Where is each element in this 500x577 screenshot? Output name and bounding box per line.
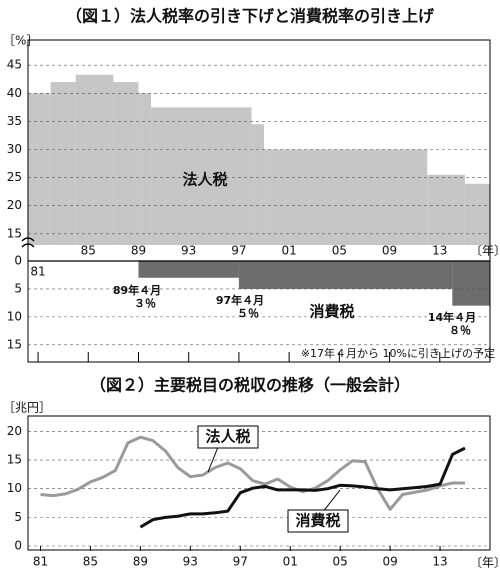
y-tick-label: 15 (7, 226, 22, 240)
axis-break (21, 237, 35, 248)
x-axis-label: 〔年〕 (470, 556, 500, 570)
chart-title: （図２）主要税目の税収の推移（一般会計） (90, 376, 410, 395)
y-tick-label: 15 (7, 453, 22, 467)
annotation: ８％ (449, 324, 471, 337)
y-tick-label: 20 (7, 424, 22, 438)
x-tick-label: 13 (432, 244, 447, 258)
y-tick-label: 20 (7, 198, 22, 212)
x-tick-label: 89 (131, 244, 146, 258)
step-bar (50, 82, 76, 246)
x-tick-label: 85 (81, 244, 96, 258)
series-line (139, 446, 466, 529)
step-bar (264, 149, 428, 245)
step-bar (238, 261, 453, 289)
x-tick-label: 05 (332, 244, 347, 258)
x-tick-label: 85 (83, 555, 98, 569)
x-tick-label: 13 (432, 555, 447, 569)
y-axis-label: ［兆円］ (3, 401, 51, 415)
y-tick-label: 30 (7, 142, 22, 156)
callout-line (207, 446, 219, 473)
chart-title: （図１）法人税率の引き下げと消費税率の引き上げ (66, 7, 435, 26)
y-tick-label: 15 (7, 337, 22, 351)
step-bar (28, 93, 51, 245)
label-box (197, 425, 259, 449)
x-tick-label: 89 (133, 555, 148, 569)
y-axis-label: ［%］ (3, 34, 38, 48)
legend-label: 法人税 (205, 428, 250, 446)
plot-frame (27, 39, 491, 363)
y-tick-label: 25 (7, 170, 22, 184)
x-tick-label: 01 (281, 244, 296, 258)
annotation: 97年４月 (216, 293, 264, 307)
step-bar (151, 107, 252, 245)
legend-label: 消費税 (295, 512, 340, 530)
x-tick-label: 05 (333, 555, 348, 569)
series-line (40, 435, 465, 511)
y-tick-label: 40 (7, 86, 22, 100)
x-tick-label: 81 (33, 555, 48, 569)
step-bar (464, 183, 490, 245)
x-tick-label: 01 (283, 555, 298, 569)
x-axis-label: 〔年〕 (470, 244, 500, 258)
y-tick-label: 5 (14, 281, 22, 295)
label-box (287, 509, 349, 533)
annotation: ５％ (237, 307, 259, 320)
series-label: 法人税 (182, 171, 227, 189)
y-tick-label: 10 (7, 481, 22, 495)
y-tick-label: 10 (7, 309, 22, 323)
y-tick-label: 35 (7, 114, 22, 128)
x-tick-label: 97 (233, 555, 248, 569)
x-tick-label: 93 (183, 555, 198, 569)
x-tick-label: 97 (231, 244, 246, 258)
step-bar (138, 93, 152, 245)
y-tick-label: 45 (7, 58, 22, 72)
step-bar (427, 174, 465, 245)
x-tick-label: 09 (382, 244, 397, 258)
plot-frame (27, 415, 491, 551)
y-tick-label: 5 (14, 510, 22, 524)
step-bar (138, 261, 239, 278)
step-bar (251, 124, 265, 245)
annotation: 14年４月 (428, 310, 476, 324)
x-tick-label: 81 (30, 265, 45, 279)
x-tick-label: 93 (181, 244, 196, 258)
y-tick-label: 0 (14, 254, 22, 268)
x-tick-label: 09 (382, 555, 397, 569)
step-bar (75, 74, 114, 245)
step-bar (452, 261, 490, 306)
step-bar (113, 82, 139, 246)
y-tick-label: 0 (14, 539, 22, 553)
annotation: ３％ (134, 297, 156, 310)
annotation: 89年４月 (113, 283, 161, 297)
series-label: 消費税 (309, 303, 354, 321)
note: ※17年４月から 10%に引き上げの予定 (301, 346, 495, 360)
